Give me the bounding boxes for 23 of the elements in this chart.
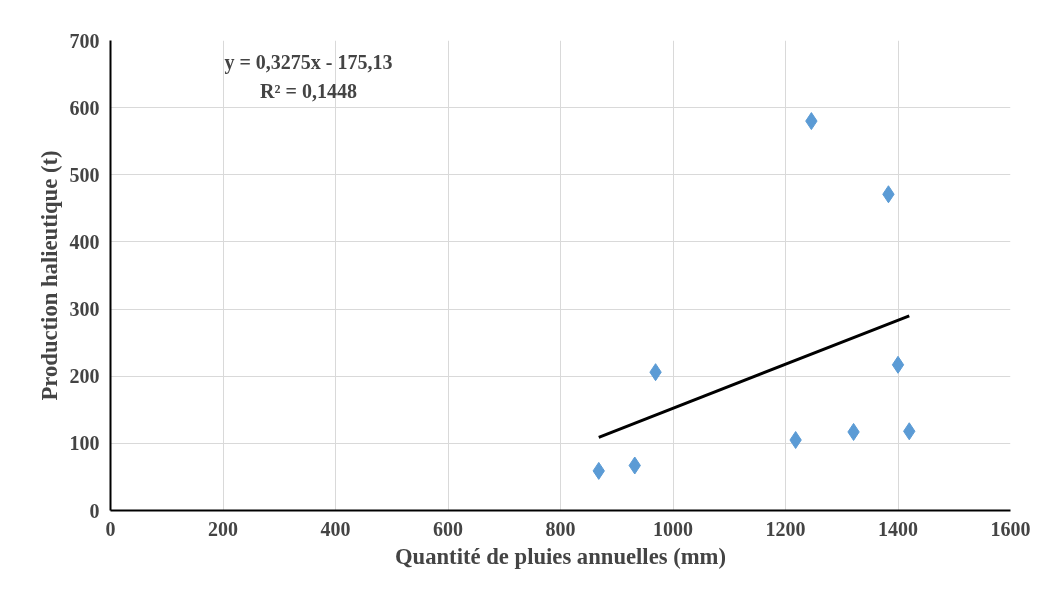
x-tick-label: 1200 <box>765 517 806 540</box>
x-tick-label: 600 <box>433 517 463 540</box>
y-tick-label: 700 <box>69 29 100 52</box>
x-tick-label: 1400 <box>878 517 918 540</box>
point <box>789 431 802 449</box>
x-tick-label: 1000 <box>653 517 693 540</box>
x-tick-label: 200 <box>208 517 238 540</box>
y-tick-label: 0 <box>89 499 100 522</box>
annotation: R² = 0,1448 <box>260 79 357 102</box>
x-tick-label: 800 <box>545 517 576 540</box>
point <box>891 355 905 374</box>
y-axis-title: Production halieutique (t) <box>36 150 62 401</box>
x-tick-label: 1600 <box>990 517 1031 540</box>
annotation: y = 0,3275x - 175,13 <box>224 51 393 75</box>
x-tick-label: 0 <box>105 517 116 540</box>
y-tick-label: 200 <box>69 365 100 388</box>
y-tick-label: 300 <box>69 298 100 321</box>
y-tick-label: 500 <box>69 163 100 186</box>
x-axis-title: Quantité de pluies annuelles (mm) <box>394 543 727 569</box>
y-tick-label: 100 <box>69 432 100 455</box>
y-tick-label: 600 <box>69 96 100 119</box>
x-tick-label: 400 <box>320 517 351 540</box>
y-tick-label: 400 <box>69 230 100 253</box>
